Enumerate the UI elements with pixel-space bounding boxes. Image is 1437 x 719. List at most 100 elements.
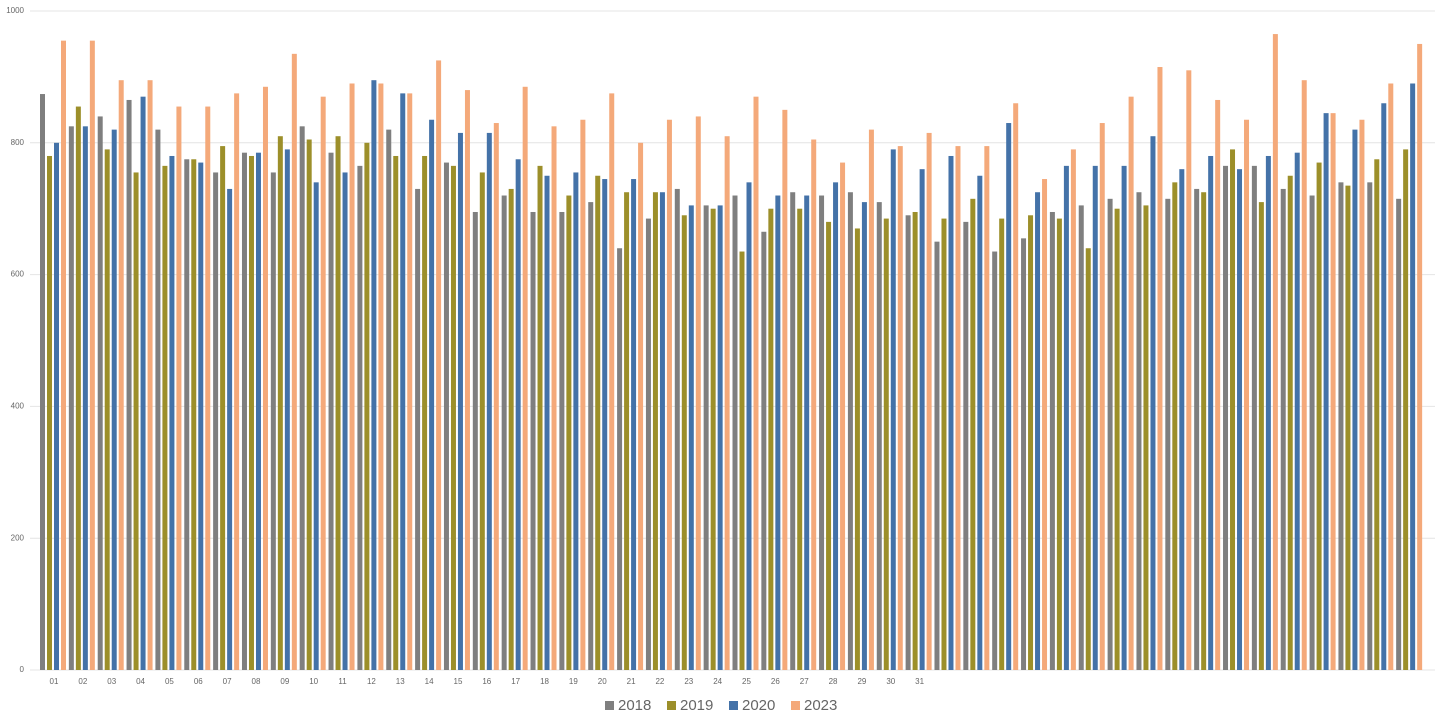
bar xyxy=(155,129,161,670)
bar xyxy=(1049,211,1055,670)
x-tick-label: 04 xyxy=(136,677,145,686)
bar xyxy=(1092,165,1098,671)
bar xyxy=(1013,103,1019,670)
bar xyxy=(1035,192,1041,670)
bar xyxy=(717,205,723,670)
bar xyxy=(905,215,911,671)
bar xyxy=(335,136,341,670)
y-tick-label: 800 xyxy=(11,138,25,147)
bar xyxy=(89,40,95,670)
bar xyxy=(1172,182,1178,670)
bar xyxy=(1063,165,1069,671)
bar xyxy=(1085,248,1091,671)
legend-label: 2020 xyxy=(742,697,775,714)
bar xyxy=(1078,205,1084,670)
bar xyxy=(804,195,810,670)
bar xyxy=(407,93,413,670)
x-tick-label: 05 xyxy=(165,677,174,686)
bar xyxy=(934,241,940,670)
bar xyxy=(1165,198,1171,670)
x-tick-label: 14 xyxy=(425,677,434,686)
bar xyxy=(861,202,867,671)
bar xyxy=(624,192,630,670)
bar xyxy=(140,96,146,671)
bar xyxy=(797,208,803,670)
y-tick-label: 400 xyxy=(11,402,25,411)
y-tick-label: 600 xyxy=(11,270,25,279)
bar xyxy=(811,139,817,670)
bar xyxy=(602,179,608,671)
bar xyxy=(948,155,954,671)
bar xyxy=(299,126,305,670)
bar xyxy=(393,155,399,671)
bar xyxy=(61,40,66,670)
bar xyxy=(566,195,572,670)
bar xyxy=(1237,169,1243,670)
x-tick-label: 13 xyxy=(396,677,405,686)
bar xyxy=(464,90,470,670)
x-tick-label: 09 xyxy=(280,677,289,686)
bar xyxy=(1150,136,1156,670)
legend-swatch xyxy=(729,701,738,710)
bar xyxy=(248,155,254,671)
bar xyxy=(1359,119,1365,671)
bar xyxy=(666,119,672,671)
bar xyxy=(191,159,197,670)
x-tick-label: 30 xyxy=(886,677,895,686)
x-tick-label: 16 xyxy=(482,677,491,686)
bar xyxy=(984,146,990,671)
bar xyxy=(82,126,88,670)
x-tick-label: 31 xyxy=(915,677,924,686)
legend-swatch xyxy=(667,701,676,710)
bar xyxy=(1396,198,1402,670)
bar xyxy=(1208,155,1214,671)
bar xyxy=(1323,113,1329,670)
bar xyxy=(213,172,219,670)
bar xyxy=(47,155,52,671)
bar xyxy=(284,149,290,670)
bar xyxy=(688,205,694,670)
bar xyxy=(1251,165,1257,671)
x-tick-label: 08 xyxy=(252,677,261,686)
bar xyxy=(1381,103,1387,670)
bar xyxy=(1330,113,1336,670)
bar xyxy=(645,218,651,670)
bar xyxy=(277,136,283,670)
bar xyxy=(826,221,832,670)
bar xyxy=(977,175,983,670)
bar xyxy=(364,142,370,671)
bar xyxy=(1410,83,1416,671)
bar xyxy=(40,94,45,670)
bar xyxy=(443,162,449,670)
bar xyxy=(1294,152,1300,670)
bar xyxy=(681,215,687,671)
bar xyxy=(68,126,74,670)
bar xyxy=(1316,162,1322,670)
bar xyxy=(559,211,565,670)
bar xyxy=(220,146,226,671)
bar xyxy=(1403,149,1409,670)
bar xyxy=(941,218,947,670)
bar xyxy=(133,172,139,670)
bar xyxy=(876,202,882,671)
x-tick-label: 02 xyxy=(78,677,87,686)
bar xyxy=(595,175,601,670)
bar xyxy=(241,152,247,670)
bar xyxy=(1338,182,1344,670)
bar xyxy=(609,93,615,670)
bar xyxy=(371,80,377,670)
x-tick-label: 10 xyxy=(309,677,318,686)
x-tick-label: 11 xyxy=(338,677,347,686)
bar xyxy=(270,172,276,670)
bar xyxy=(515,159,521,670)
bar xyxy=(1006,123,1012,670)
bar xyxy=(349,83,355,671)
bar xyxy=(198,162,204,670)
bar xyxy=(176,106,182,671)
bar xyxy=(739,251,745,670)
bar xyxy=(234,93,240,670)
bar xyxy=(54,142,59,671)
bar xyxy=(703,205,709,670)
legend-label: 2018 xyxy=(618,697,651,714)
x-tick-label: 07 xyxy=(223,677,232,686)
